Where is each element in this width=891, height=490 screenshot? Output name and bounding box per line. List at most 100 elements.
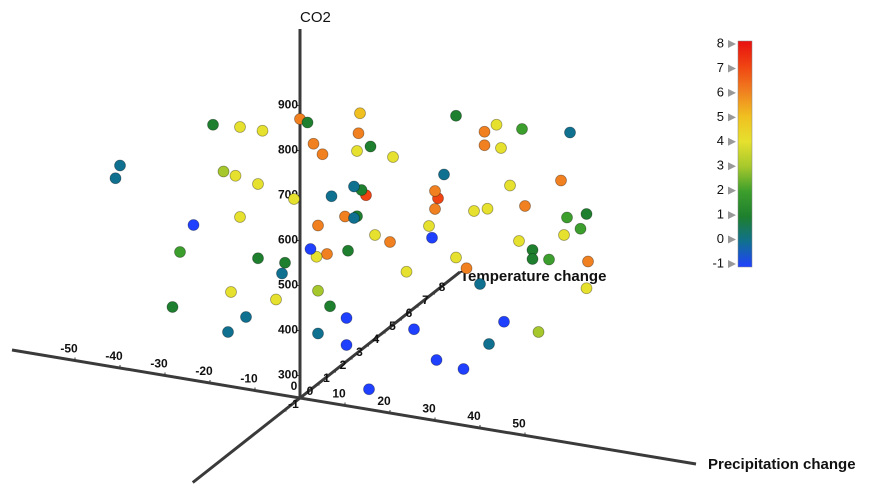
y-tick-label: 4	[373, 332, 380, 346]
point	[166, 301, 179, 313]
z-tick-label: 500	[278, 278, 298, 292]
point	[423, 220, 435, 232]
colorbar-label: 4	[717, 133, 724, 148]
z-tick-label: 900	[278, 98, 298, 112]
colorbar-tick	[728, 113, 736, 122]
y-tick-label: 2	[340, 358, 347, 372]
point	[351, 145, 363, 157]
x-tick-label: -50	[60, 342, 78, 356]
colorbar-label: -1	[712, 255, 724, 270]
point	[217, 165, 230, 178]
point	[187, 219, 200, 231]
point	[174, 246, 186, 258]
point	[252, 178, 264, 190]
point	[354, 107, 366, 120]
z-tick-label: 400	[278, 323, 298, 337]
point	[490, 118, 503, 131]
point	[450, 109, 462, 122]
colorbar-label: 0	[717, 231, 724, 246]
x-tick-label: 30	[422, 402, 436, 416]
point	[288, 193, 300, 205]
point	[516, 123, 528, 135]
point	[310, 250, 323, 263]
point	[513, 235, 525, 247]
x-tick-label: 0	[291, 379, 298, 393]
point	[363, 383, 375, 396]
point	[109, 172, 122, 185]
point	[352, 127, 365, 140]
point	[450, 251, 462, 264]
point	[429, 203, 441, 215]
colorbar-tick	[728, 235, 736, 244]
x-axis	[11, 348, 697, 466]
point	[426, 231, 438, 244]
point	[582, 255, 594, 268]
x-tick-label: -10	[240, 372, 258, 386]
point	[498, 315, 510, 328]
z-axis-title: CO2	[300, 9, 331, 26]
point	[564, 126, 576, 139]
x-tick-label: 10	[332, 387, 346, 401]
x-tick-label: -20	[195, 364, 213, 378]
point	[256, 124, 269, 137]
colorbar-tick	[728, 40, 736, 48]
point	[307, 137, 320, 150]
point	[532, 326, 545, 338]
point	[468, 205, 480, 217]
point	[481, 202, 494, 215]
point	[316, 148, 329, 161]
point	[387, 151, 399, 163]
point	[574, 222, 587, 235]
y-axis-title: Temperature change	[460, 268, 606, 285]
point	[580, 208, 593, 220]
point	[222, 326, 234, 338]
point	[312, 219, 324, 232]
colorbar	[737, 40, 753, 268]
point	[324, 300, 336, 313]
point	[408, 323, 420, 336]
point	[543, 253, 555, 266]
y-tick-label: 6	[406, 306, 413, 320]
colorbar-tick	[728, 260, 736, 268]
point	[342, 244, 354, 257]
colorbar-label: 3	[717, 158, 724, 173]
point	[225, 286, 237, 298]
point	[495, 142, 507, 154]
colorbar-label: 6	[717, 84, 724, 99]
point	[558, 229, 570, 241]
colorbar-tick	[728, 64, 736, 73]
z-tick-label: 300	[278, 368, 298, 382]
point	[430, 354, 443, 366]
colorbar-label: 7	[717, 60, 724, 75]
colorbar-tick	[728, 211, 736, 220]
point	[478, 139, 491, 152]
point	[369, 229, 381, 241]
point	[312, 284, 324, 297]
point	[234, 211, 246, 223]
point	[270, 293, 282, 306]
y-tick-label: 0	[307, 384, 314, 398]
colorbar-label: 5	[717, 109, 724, 124]
point	[460, 262, 473, 275]
x-tick-label: 40	[467, 409, 481, 423]
point	[429, 185, 441, 197]
x-tick-label: 20	[377, 394, 391, 408]
point	[240, 311, 252, 323]
x-tick-label: -30	[150, 357, 168, 371]
point	[474, 278, 486, 290]
colorbar-label: 8	[717, 35, 724, 50]
point	[252, 252, 264, 265]
z-tick-label: 800	[278, 143, 298, 157]
point	[276, 267, 288, 280]
point	[301, 116, 314, 129]
point	[555, 174, 567, 187]
point	[384, 236, 396, 248]
point	[457, 363, 470, 375]
x-tick-label: 50	[512, 417, 526, 431]
colorbar-tick	[728, 88, 736, 97]
colorbar-tick	[728, 137, 736, 146]
point	[364, 140, 377, 153]
point	[561, 211, 573, 224]
